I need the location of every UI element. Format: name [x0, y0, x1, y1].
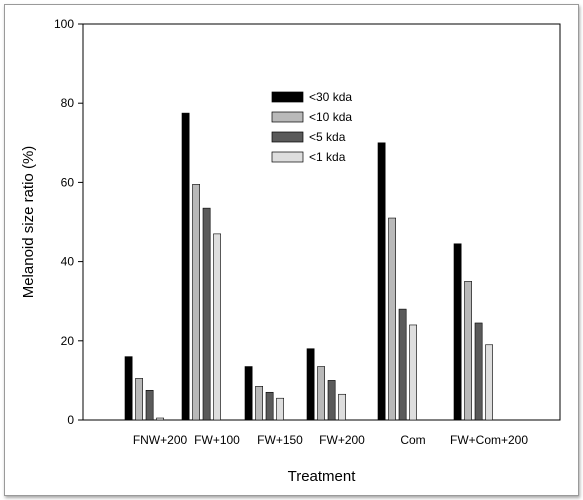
bar-FW+200-<5 kda — [327, 380, 336, 421]
bar-FW+150-<10 kda — [255, 386, 263, 421]
legend-label: <10 kda — [309, 110, 352, 124]
bar-Com-<1 kda — [409, 324, 417, 421]
ticks: 0 20 40 60 80 100 FNW+200 FW+100 FW+150 FW+200 Com… — [54, 17, 528, 447]
bar-FW+150-<1 kda — [276, 397, 284, 421]
bar-FNW+200-<10 kda — [135, 378, 143, 421]
bar-FNW+200-<30 kda — [124, 356, 133, 421]
legend-swatch — [271, 111, 304, 123]
x-tick-label: FNW+200 — [133, 433, 188, 447]
x-axis-title: Treatment — [288, 468, 357, 485]
y-tick-label: 0 — [67, 413, 74, 427]
bar-FW+150-<5 kda — [265, 391, 274, 421]
legend-label: <1 kda — [309, 150, 346, 164]
bar-FW+100-<30 kda — [181, 112, 190, 421]
x-tick-label: FW+Com+200 — [450, 433, 528, 447]
figure-frame — [4, 4, 579, 496]
y-axis-title: Melanoid size ratio (%) — [20, 146, 37, 299]
bar-FW+100-<10 kda — [192, 184, 200, 421]
y-tick-label: 80 — [61, 96, 75, 110]
bar-Com-<5 kda — [398, 308, 407, 421]
legend-swatch — [271, 131, 304, 143]
bar-FW+Com+200-<5 kda — [474, 322, 483, 421]
x-tick-label: FW+150 — [257, 433, 303, 447]
legend-label: <30 kda — [309, 90, 352, 104]
bar-FW+100-<5 kda — [202, 207, 211, 421]
legend-label: <5 kda — [309, 130, 346, 144]
x-tick-label: Com — [400, 433, 425, 447]
bar-FW+200-<30 kda — [306, 348, 315, 421]
bar-FW+200-<1 kda — [338, 393, 346, 421]
bar-Com-<10 kda — [388, 217, 396, 421]
bar-FW+200-<10 kda — [317, 366, 325, 421]
bar-FW+100-<1 kda — [213, 233, 221, 421]
x-tick-label: FW+200 — [319, 433, 365, 447]
x-tick-label: FW+100 — [194, 433, 240, 447]
bar-Com-<30 kda — [377, 142, 386, 421]
bar-FW+Com+200-<1 kda — [485, 344, 493, 421]
y-tick-label: 40 — [61, 255, 75, 269]
bar-FW+Com+200-<30 kda — [453, 243, 462, 421]
y-tick-label: 60 — [61, 175, 75, 189]
legend: <30 kda <10 kda <5 kda <1 kda — [271, 90, 352, 164]
y-tick-label: 20 — [61, 334, 75, 348]
bars — [124, 112, 493, 421]
legend-swatch — [271, 151, 304, 163]
bar-FW+Com+200-<10 kda — [464, 281, 472, 421]
legend-swatch — [271, 91, 304, 103]
bar-FW+150-<30 kda — [244, 366, 253, 421]
y-tick-label: 100 — [54, 17, 74, 31]
bar-FNW+200-<5 kda — [145, 389, 154, 421]
bar-FNW+200-<1 kda — [156, 417, 164, 421]
